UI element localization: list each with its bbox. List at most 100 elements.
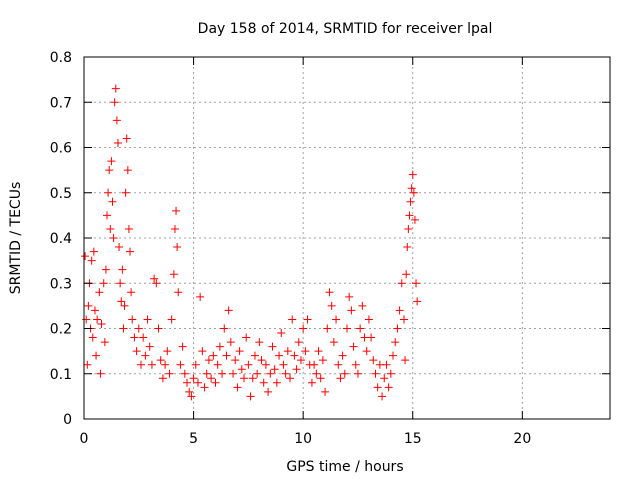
data-point (325, 288, 334, 297)
x-tick-label: 20 (513, 431, 531, 447)
data-point (83, 360, 92, 369)
data-point (93, 315, 102, 324)
data-point (111, 84, 120, 93)
data-point (172, 206, 181, 215)
data-point (290, 351, 299, 360)
data-point (294, 338, 303, 347)
data-point (124, 224, 133, 233)
data-point (270, 365, 279, 374)
data-point (119, 324, 128, 333)
data-point (110, 98, 119, 107)
data-point (299, 324, 308, 333)
data-point (189, 374, 198, 383)
data-point (378, 392, 387, 401)
data-point (307, 378, 316, 387)
y-tick-label: 0.1 (50, 367, 72, 383)
data-point (384, 383, 393, 392)
data-point (218, 369, 227, 378)
x-tick-label: 5 (189, 431, 198, 447)
data-point (207, 374, 216, 383)
data-point (222, 351, 231, 360)
data-point (163, 347, 172, 356)
data-point (169, 270, 178, 279)
data-point (356, 324, 365, 333)
data-point (127, 288, 136, 297)
x-tick-label: 0 (80, 431, 89, 447)
data-point (248, 374, 257, 383)
data-point (393, 324, 402, 333)
data-point (224, 306, 233, 315)
data-point (323, 324, 332, 333)
data-point (139, 333, 148, 342)
data-point (373, 383, 382, 392)
data-point (399, 315, 408, 324)
y-tick-label: 0.3 (50, 276, 72, 292)
data-point (353, 369, 362, 378)
data-point (246, 392, 255, 401)
data-point (187, 392, 196, 401)
data-point (231, 356, 240, 365)
data-point (105, 166, 114, 175)
data-point (130, 333, 139, 342)
data-point (178, 342, 187, 351)
data-point (404, 224, 413, 233)
data-point (367, 333, 376, 342)
data-point (134, 324, 143, 333)
data-point (283, 347, 292, 356)
data-point (338, 351, 347, 360)
y-tick-label: 0.7 (50, 95, 72, 111)
data-point (397, 279, 406, 288)
data-point (391, 338, 400, 347)
data-point (165, 369, 174, 378)
data-point (196, 292, 205, 301)
data-point (198, 347, 207, 356)
data-point (255, 338, 264, 347)
data-point (176, 360, 185, 369)
data-point (117, 297, 126, 306)
data-point (220, 324, 229, 333)
data-point (347, 306, 356, 315)
data-point (310, 360, 319, 369)
data-point (250, 351, 259, 360)
data-point (118, 265, 127, 274)
data-point (88, 333, 97, 342)
data-point (136, 360, 145, 369)
data-point (288, 315, 297, 324)
data-point (122, 134, 131, 143)
y-axis-label: SRMTID / TECUs (8, 182, 24, 295)
data-point (202, 369, 211, 378)
data-point (113, 138, 122, 147)
data-point (406, 197, 415, 206)
data-point (185, 387, 194, 396)
data-point (239, 374, 248, 383)
data-point (408, 170, 417, 179)
data-point (215, 342, 224, 351)
data-point (96, 369, 105, 378)
data-point (200, 383, 209, 392)
data-point (191, 360, 200, 369)
data-point (99, 279, 108, 288)
grid-lines (84, 57, 610, 419)
data-point (301, 347, 310, 356)
data-point (106, 224, 115, 233)
data-point (332, 315, 341, 324)
data-point (362, 347, 371, 356)
data-point (386, 369, 395, 378)
data-point (242, 333, 251, 342)
data-point (103, 211, 112, 220)
x-tick-label: 10 (294, 431, 312, 447)
data-point (257, 356, 266, 365)
data-point (264, 387, 273, 396)
data-point (253, 369, 262, 378)
data-point (296, 356, 305, 365)
data-point (286, 374, 295, 383)
data-point (183, 378, 192, 387)
data-point (380, 374, 389, 383)
data-point (407, 184, 416, 193)
data-point (141, 351, 150, 360)
x-tick-label: 15 (404, 431, 422, 447)
data-point (412, 279, 421, 288)
data-point (329, 338, 338, 347)
data-point (364, 315, 373, 324)
data-point (327, 301, 336, 310)
